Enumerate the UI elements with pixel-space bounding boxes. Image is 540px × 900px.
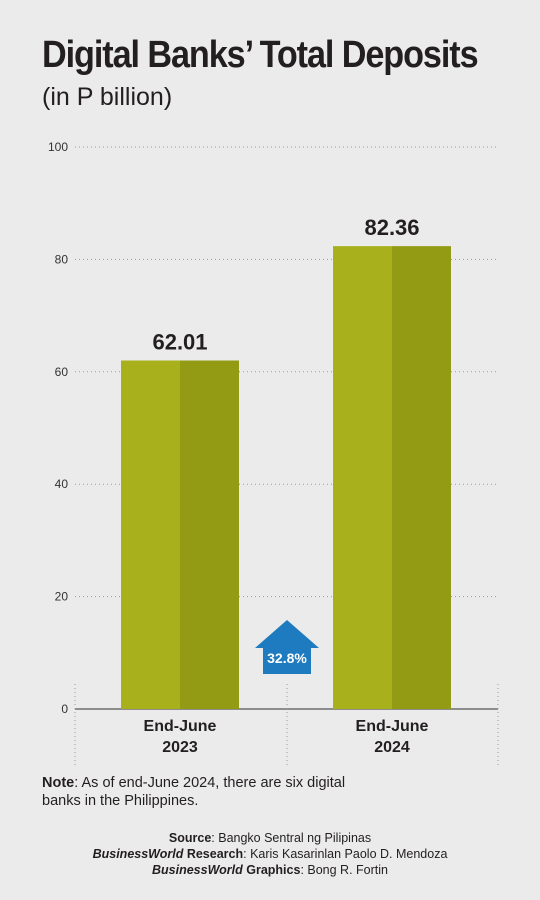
bar-chart: 0 20 40 60 80 100 62.01 End-June 2023 82.36 End-Ju… bbox=[48, 140, 499, 765]
bar-right-face bbox=[180, 360, 239, 709]
research-line: BusinessWorld Research: Karis Kasarinlan… bbox=[0, 846, 540, 862]
note-label: Note bbox=[42, 775, 75, 791]
bar-left-face bbox=[333, 246, 392, 710]
y-tick-label: 80 bbox=[55, 252, 69, 266]
credits: Source: Bangko Sentral ng Pilipinas Busi… bbox=[0, 830, 540, 878]
note-text: : As of end-June 2024, there are six dig… bbox=[42, 775, 346, 809]
growth-annotation-label: 32.8% bbox=[267, 650, 307, 666]
x-category-label: End-June bbox=[144, 718, 217, 735]
y-tick-label: 0 bbox=[61, 702, 68, 716]
data-label: 82.36 bbox=[364, 215, 419, 240]
y-tick-label: 40 bbox=[55, 477, 69, 491]
y-tick-label: 100 bbox=[48, 140, 68, 154]
y-tick-label: 60 bbox=[55, 365, 69, 379]
source-line: Source: Bangko Sentral ng Pilipinas bbox=[0, 830, 540, 846]
x-category-label: 2023 bbox=[162, 739, 198, 756]
data-label: 62.01 bbox=[152, 330, 207, 355]
up-arrow-icon bbox=[255, 620, 319, 674]
x-category-label: 2024 bbox=[374, 739, 410, 756]
bar-right-face bbox=[392, 246, 451, 710]
y-tick-label: 20 bbox=[55, 590, 69, 604]
note: Note: As of end-June 2024, there are six… bbox=[42, 774, 382, 810]
source-value: : Bangko Sentral ng Pilipinas bbox=[211, 831, 372, 845]
research-label: BusinessWorld Research bbox=[92, 847, 244, 861]
research-value: : Karis Kasarinlan Paolo D. Mendoza bbox=[243, 847, 448, 861]
graphics-label: BusinessWorld Graphics bbox=[152, 863, 301, 877]
graphics-line: BusinessWorld Graphics: Bong R. Fortin bbox=[0, 862, 540, 878]
x-category-label: End-June bbox=[356, 718, 429, 735]
chart-subtitle: (in P billion) bbox=[42, 83, 173, 111]
source-label: Source bbox=[168, 831, 212, 845]
bar-left-face bbox=[121, 360, 180, 709]
graphics-value: : Bong R. Fortin bbox=[300, 863, 388, 877]
chart-title: Digital Banks’ Total Deposits bbox=[42, 34, 479, 76]
